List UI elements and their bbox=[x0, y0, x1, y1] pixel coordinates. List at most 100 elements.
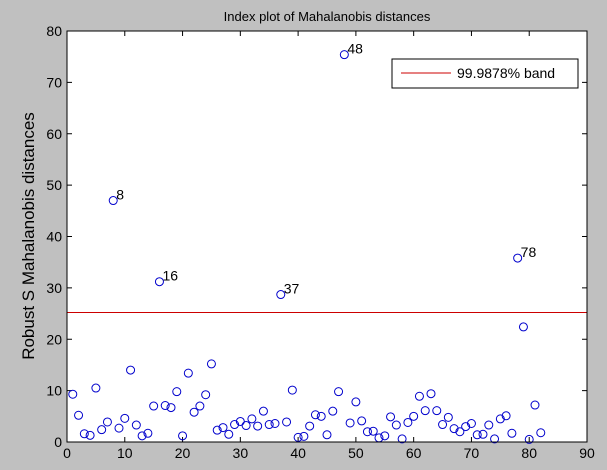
data-point bbox=[501, 411, 511, 421]
data-point bbox=[449, 424, 459, 434]
data-point bbox=[414, 391, 424, 401]
data-point bbox=[247, 414, 257, 424]
x-tick-label: 70 bbox=[464, 445, 480, 461]
data-point bbox=[339, 50, 349, 60]
axes-area bbox=[67, 31, 587, 442]
data-point bbox=[299, 431, 309, 441]
data-point bbox=[455, 427, 465, 437]
data-point bbox=[478, 429, 488, 439]
data-point bbox=[484, 420, 494, 430]
data-point bbox=[206, 359, 216, 369]
data-point bbox=[201, 390, 211, 400]
x-tick-label: 30 bbox=[233, 445, 249, 461]
point-annotation: 37 bbox=[284, 281, 300, 297]
data-point bbox=[420, 406, 430, 416]
x-tick-label: 20 bbox=[175, 445, 191, 461]
chart-title: Index plot of Mahalanobis distances bbox=[224, 9, 431, 24]
data-point bbox=[160, 401, 170, 411]
data-point bbox=[530, 400, 540, 410]
y-tick-label: 40 bbox=[46, 229, 62, 245]
data-point bbox=[218, 423, 228, 433]
data-point bbox=[461, 422, 471, 432]
data-point bbox=[518, 322, 528, 332]
point-annotation: 16 bbox=[162, 268, 178, 284]
x-tick-label: 50 bbox=[348, 445, 364, 461]
data-point bbox=[524, 434, 534, 444]
x-tick-label: 60 bbox=[406, 445, 422, 461]
point-annotations: 8 16 37 48 78 bbox=[116, 41, 536, 297]
data-point bbox=[466, 419, 476, 429]
y-tick-label: 50 bbox=[46, 177, 62, 193]
data-point bbox=[316, 411, 326, 421]
data-point bbox=[91, 383, 101, 393]
data-point bbox=[472, 430, 482, 440]
x-tick-label: 40 bbox=[290, 445, 306, 461]
data-point bbox=[264, 420, 274, 430]
data-point bbox=[253, 421, 263, 431]
x-tick-label: 80 bbox=[521, 445, 537, 461]
data-point bbox=[322, 430, 332, 440]
data-point bbox=[258, 406, 268, 416]
data-point bbox=[108, 196, 118, 206]
data-point bbox=[334, 387, 344, 397]
data-point bbox=[154, 277, 164, 287]
axis-tick-labels: 0 10 20 30 40 50 60 70 80 90 0 10 20 30 40 50 60 70 80 bbox=[46, 23, 595, 461]
data-point bbox=[241, 421, 251, 431]
data-point bbox=[345, 418, 355, 428]
data-point bbox=[195, 401, 205, 411]
data-point bbox=[120, 413, 130, 423]
data-point bbox=[97, 425, 107, 435]
y-tick-label: 60 bbox=[46, 126, 62, 142]
y-tick-label: 0 bbox=[54, 434, 62, 450]
data-point bbox=[166, 403, 176, 413]
y-tick-label: 80 bbox=[46, 23, 62, 39]
data-point bbox=[137, 431, 147, 441]
data-point bbox=[172, 387, 182, 397]
data-point bbox=[293, 432, 303, 442]
data-point bbox=[74, 410, 84, 420]
data-point bbox=[357, 416, 367, 426]
data-point bbox=[438, 420, 448, 430]
data-point bbox=[490, 434, 500, 444]
data-point bbox=[380, 431, 390, 441]
data-point bbox=[230, 420, 240, 430]
data-point bbox=[270, 419, 280, 429]
legend: 99.9878% band bbox=[391, 58, 579, 89]
data-point bbox=[362, 427, 372, 437]
data-point bbox=[212, 425, 222, 435]
data-point bbox=[282, 417, 292, 427]
data-point bbox=[328, 406, 338, 416]
data-point bbox=[224, 429, 234, 439]
point-annotation: 48 bbox=[347, 41, 363, 57]
point-annotation: 78 bbox=[521, 244, 537, 260]
data-point bbox=[443, 412, 453, 422]
data-point bbox=[310, 410, 320, 420]
x-tick-label: 90 bbox=[579, 445, 595, 461]
data-points bbox=[68, 50, 546, 444]
data-point bbox=[149, 401, 159, 411]
data-point bbox=[178, 431, 188, 441]
data-point bbox=[426, 389, 436, 399]
data-point bbox=[276, 290, 286, 300]
data-point bbox=[305, 421, 315, 431]
data-point bbox=[114, 423, 124, 433]
data-point bbox=[131, 420, 141, 430]
data-point bbox=[403, 417, 413, 427]
data-point bbox=[432, 406, 442, 416]
data-point bbox=[287, 385, 297, 395]
data-point bbox=[351, 397, 361, 407]
y-tick-label: 20 bbox=[46, 331, 62, 347]
data-point bbox=[386, 412, 396, 422]
data-point bbox=[536, 428, 546, 438]
x-tick-label: 10 bbox=[117, 445, 133, 461]
data-point bbox=[409, 411, 419, 421]
data-point bbox=[368, 426, 378, 436]
data-point bbox=[513, 253, 523, 263]
data-point bbox=[397, 434, 407, 444]
legend-label: 99.9878% band bbox=[457, 65, 555, 81]
y-tick-label: 10 bbox=[46, 383, 62, 399]
data-point bbox=[68, 389, 78, 399]
y-axis-label: Robust S Mahalanobis distances bbox=[19, 112, 38, 360]
x-tick-label: 0 bbox=[63, 445, 71, 461]
